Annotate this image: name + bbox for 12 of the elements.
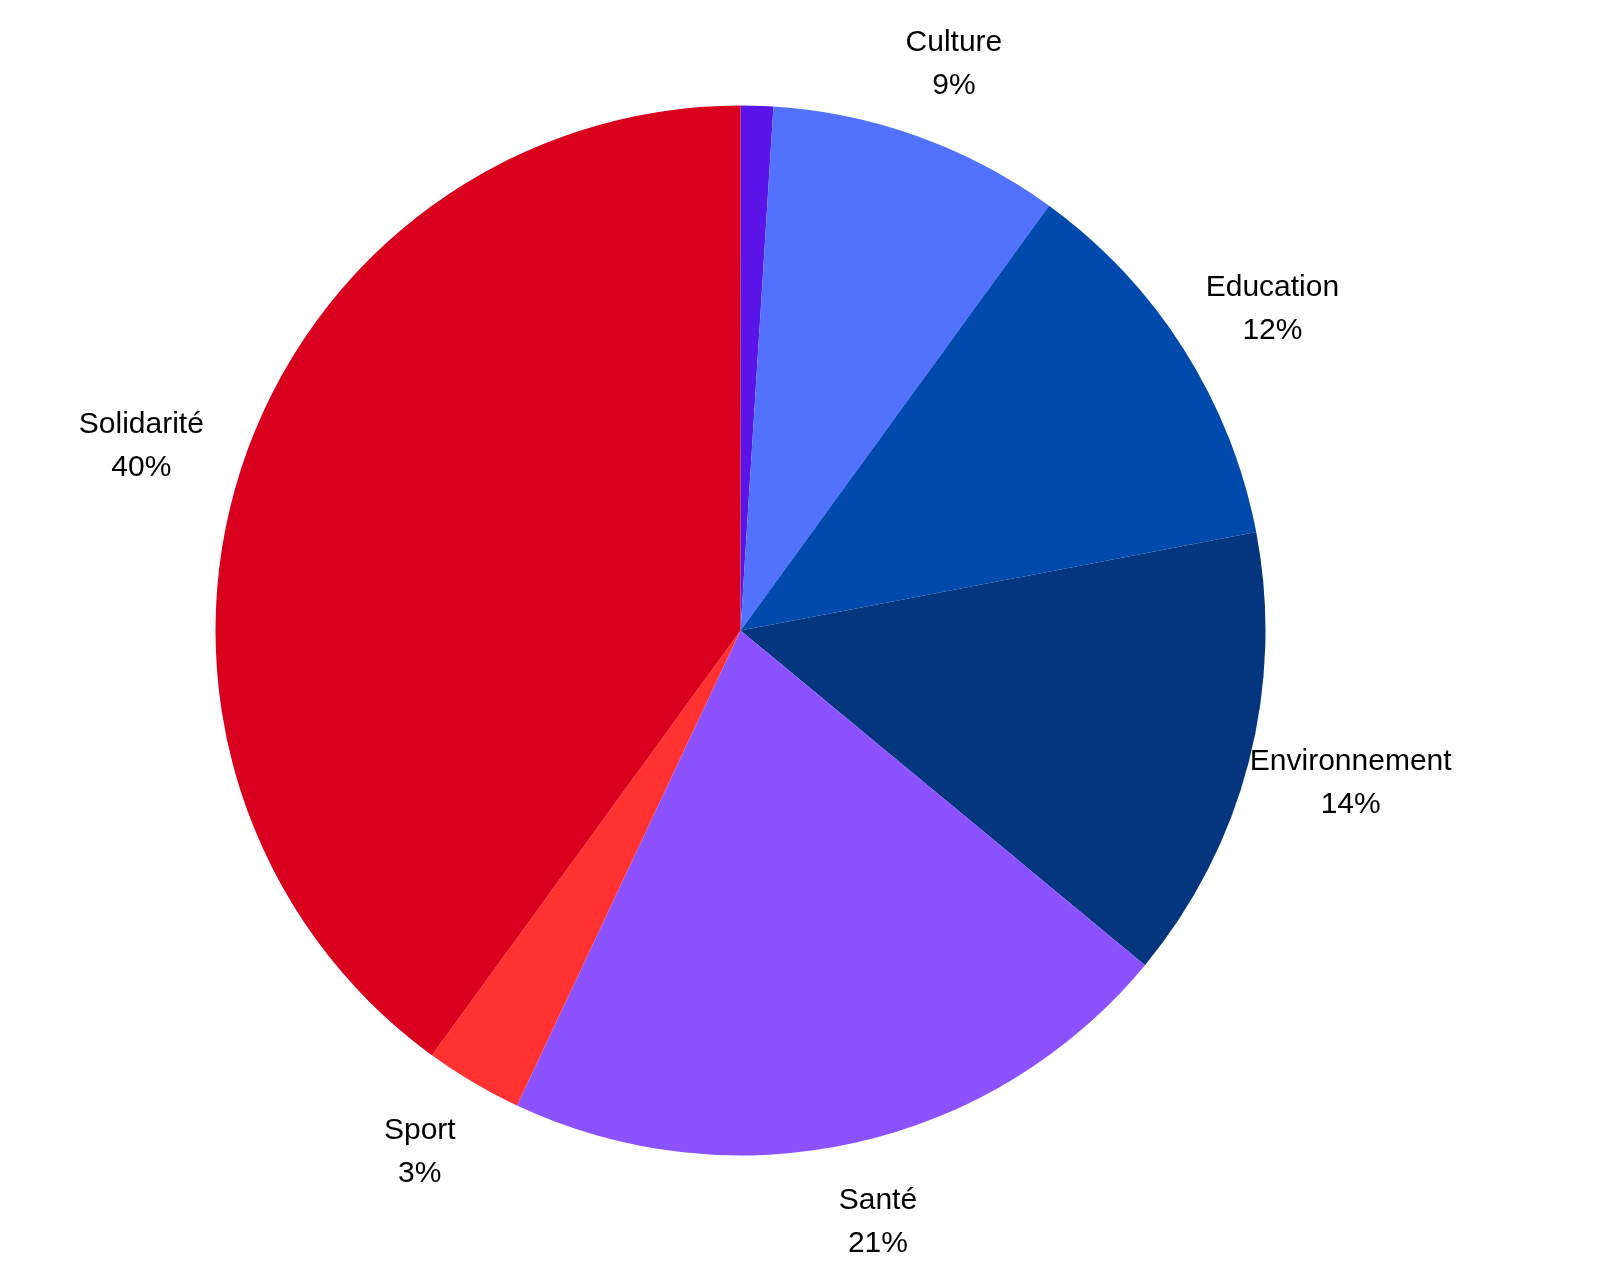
data-label: 9%: [932, 67, 976, 101]
data-label: 12%: [1242, 311, 1303, 345]
data-label: 3%: [398, 1155, 442, 1189]
slice-label: Environnement: [1249, 742, 1453, 776]
slice-label: Solidarité: [78, 405, 204, 439]
slice-label: Culture: [905, 24, 1003, 58]
slice-label: Santé: [838, 1181, 918, 1215]
slice-label: Education: [1205, 269, 1340, 303]
data-label: 40%: [111, 448, 172, 482]
slice-label: Sport: [383, 1112, 457, 1146]
data-label: 14%: [1320, 785, 1381, 819]
data-label: 21%: [847, 1224, 908, 1258]
